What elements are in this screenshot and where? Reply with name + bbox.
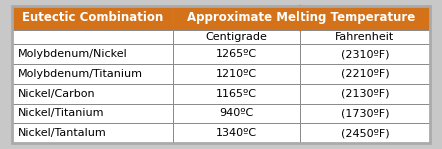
Bar — [173, 30, 300, 44]
Text: 1340ºC: 1340ºC — [216, 128, 257, 138]
Text: Approximate Melting Temperature: Approximate Melting Temperature — [187, 11, 415, 24]
Text: 1165ºC: 1165ºC — [216, 89, 257, 99]
Bar — [300, 64, 430, 84]
Text: (2130ºF): (2130ºF) — [341, 89, 389, 99]
Bar — [12, 84, 173, 104]
Bar — [173, 44, 300, 64]
Text: Fahrenheit: Fahrenheit — [335, 32, 395, 42]
Text: Nickel/Tantalum: Nickel/Tantalum — [18, 128, 107, 138]
Bar — [300, 44, 430, 64]
Text: 1265ºC: 1265ºC — [216, 49, 257, 59]
Bar — [12, 30, 173, 44]
Bar — [173, 104, 300, 123]
Text: (2310ºF): (2310ºF) — [341, 49, 389, 59]
Bar — [300, 84, 430, 104]
Text: Nickel/Carbon: Nickel/Carbon — [18, 89, 95, 99]
Bar — [173, 64, 300, 84]
Bar — [12, 64, 173, 84]
Bar — [12, 44, 173, 64]
Text: Molybdenum/Nickel: Molybdenum/Nickel — [18, 49, 127, 59]
Text: (2210ºF): (2210ºF) — [341, 69, 389, 79]
Bar — [300, 104, 430, 123]
Bar — [300, 30, 430, 44]
Text: Molybdenum/Titanium: Molybdenum/Titanium — [18, 69, 143, 79]
Bar — [173, 84, 300, 104]
Text: 1210ºC: 1210ºC — [216, 69, 257, 79]
Text: Nickel/Titanium: Nickel/Titanium — [18, 108, 104, 118]
Bar — [12, 123, 173, 143]
Text: 940ºC: 940ºC — [220, 108, 254, 118]
Text: (2450ºF): (2450ºF) — [341, 128, 389, 138]
Text: Centigrade: Centigrade — [206, 32, 267, 42]
Text: Eutectic Combination: Eutectic Combination — [22, 11, 164, 24]
Bar — [300, 123, 430, 143]
Bar — [173, 6, 430, 30]
Bar — [12, 6, 173, 30]
Bar — [173, 123, 300, 143]
Bar — [12, 104, 173, 123]
Text: (1730ºF): (1730ºF) — [341, 108, 389, 118]
